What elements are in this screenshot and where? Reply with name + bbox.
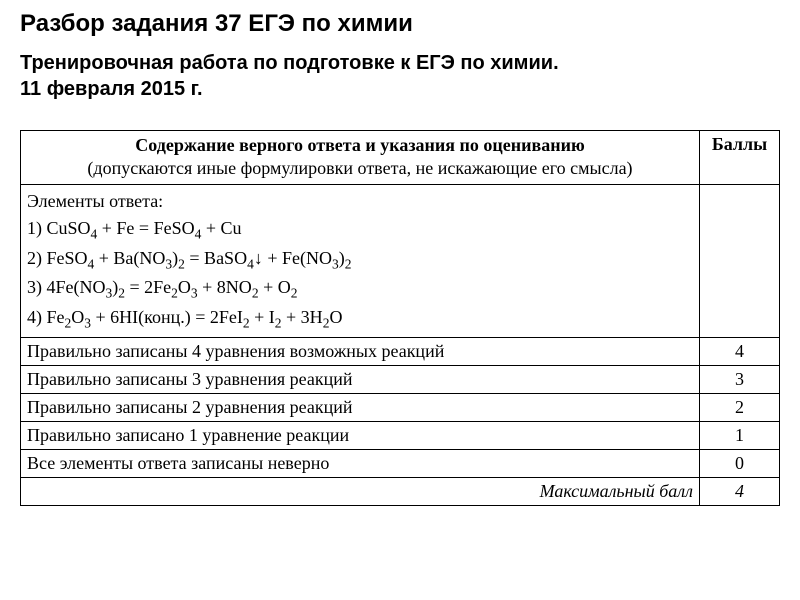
scoring-row: Правильно записано 1 уравнение реакции 1 [21,422,780,450]
scoring-text: Правильно записаны 2 уравнения реакций [21,394,700,422]
scoring-value: 1 [700,422,780,450]
scoring-value: 3 [700,366,780,394]
scoring-value: 2 [700,394,780,422]
scoring-text: Правильно записаны 4 уравнения возможных… [21,338,700,366]
equation-1: 1) CuSO4 + Fe = FeSO4 + Cu [27,218,242,238]
page-title: Разбор задания 37 ЕГЭ по химии [20,10,780,38]
scoring-value: 0 [700,450,780,478]
equation-2: 2) FeSO4 + Ba(NO3)2 = BaSO4↓ + Fe(NO3)2 [27,248,351,268]
header-bold-text: Содержание верного ответа и указания по … [135,135,584,155]
scoring-table: Содержание верного ответа и указания по … [20,130,780,506]
header-note-text: (допускаются иные формулировки ответа, н… [87,158,632,178]
subtitle-line-1: Тренировочная работа по подготовке к ЕГЭ… [20,52,559,74]
answer-elements-row: Элементы ответа: 1) CuSO4 + Fe = FeSO4 +… [21,184,780,337]
scoring-text: Все элементы ответа записаны неверно [21,450,700,478]
equation-3: 3) 4Fe(NO3)2 = 2Fe2O3 + 8NO2 + O2 [27,277,297,297]
header-content-cell: Содержание верного ответа и указания по … [21,131,700,185]
equation-4: 4) Fe2O3 + 6HI(конц.) = 2FeI2 + I2 + 3H2… [27,307,342,327]
scoring-row: Правильно записаны 3 уравнения реакций 3 [21,366,780,394]
answer-elements-cell: Элементы ответа: 1) CuSO4 + Fe = FeSO4 +… [21,184,700,337]
answer-intro: Элементы ответа: [27,191,163,211]
header-score-cell: Баллы [700,131,780,185]
scoring-text: Правильно записаны 3 уравнения реакций [21,366,700,394]
scoring-row: Правильно записаны 2 уравнения реакций 2 [21,394,780,422]
page-subtitle: Тренировочная работа по подготовке к ЕГЭ… [20,50,780,102]
subtitle-line-2: 11 февраля 2015 г. [20,78,203,100]
answer-elements-score [700,184,780,337]
table-header-row: Содержание верного ответа и указания по … [21,131,780,185]
scoring-value: 4 [700,338,780,366]
scoring-row: Правильно записаны 4 уравнения возможных… [21,338,780,366]
max-score-row: Максимальный балл 4 [21,478,780,506]
scoring-row: Все элементы ответа записаны неверно 0 [21,450,780,478]
max-score-label: Максимальный балл [21,478,700,506]
scoring-text: Правильно записано 1 уравнение реакции [21,422,700,450]
max-score-value: 4 [700,478,780,506]
